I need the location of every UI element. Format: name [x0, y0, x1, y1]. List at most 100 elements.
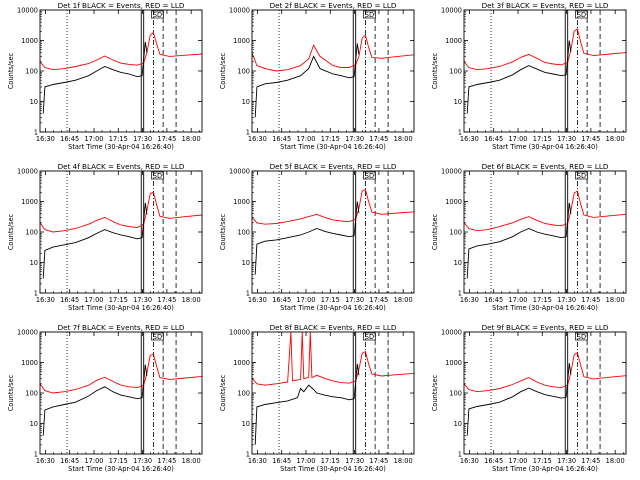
x-tick-label: 17:30: [345, 457, 364, 465]
x-tick-label: 17:00: [508, 296, 527, 304]
x-tick-label: 17:15: [109, 296, 128, 304]
x-tick-label: 17:45: [369, 457, 388, 465]
x-tick-label: 17:00: [296, 457, 315, 465]
x-tick-label: 17:45: [369, 135, 388, 143]
x-tick-label: 17:45: [581, 296, 600, 304]
sd-box-label: SD: [153, 11, 162, 19]
lld-series-line: [39, 353, 203, 394]
x-axis-label: Start Time (30-Apr-04 16:26:40): [68, 304, 174, 312]
y-tick-label: 10: [30, 98, 38, 106]
y-tick-label: 10: [454, 259, 462, 267]
y-tick-label: 1000: [21, 359, 38, 367]
lld-series-line: [463, 190, 627, 232]
x-axis-label: Start Time (30-Apr-04 16:26:40): [492, 304, 598, 312]
y-tick-label: 1: [34, 128, 38, 136]
panel-title: Det 1f BLACK = Events, RED = LLD: [58, 1, 185, 10]
plot-frame: [463, 9, 627, 133]
y-tick-label: 10: [454, 420, 462, 428]
x-tick-label: 16:45: [272, 296, 291, 304]
x-tick-label: 16:30: [36, 296, 55, 304]
y-tick-label: 10: [242, 98, 250, 106]
y-tick-label: 1000: [445, 359, 462, 367]
x-axis-label: Start Time (30-Apr-04 16:26:40): [280, 304, 386, 312]
y-tick-label: 1000: [233, 198, 250, 206]
events-series-line: [466, 202, 572, 279]
x-tick-label: 17:45: [157, 457, 176, 465]
x-tick-label: 17:30: [133, 135, 152, 143]
lld-series-line: [251, 331, 415, 386]
plot-frame: [251, 170, 415, 294]
y-tick-label: 1: [34, 450, 38, 458]
x-tick-label: 17:15: [321, 296, 340, 304]
y-tick-label: 1: [34, 289, 38, 297]
sd-box-label: SD: [577, 333, 586, 341]
events-series-line: [466, 363, 572, 436]
events-series-line: [42, 41, 148, 114]
x-tick-label: 17:15: [533, 457, 552, 465]
x-tick-label: 17:45: [369, 296, 388, 304]
x-tick-label: 16:30: [248, 457, 267, 465]
y-tick-label: 1: [246, 128, 250, 136]
y-tick-label: 10: [454, 98, 462, 106]
plot-frame: [39, 331, 203, 455]
x-tick-label: 17:15: [321, 135, 340, 143]
x-axis-label: Start Time (30-Apr-04 16:26:40): [68, 143, 174, 151]
x-axis-label: Start Time (30-Apr-04 16:26:40): [492, 143, 598, 151]
x-tick-label: 16:30: [248, 296, 267, 304]
x-tick-label: 17:45: [157, 135, 176, 143]
y-tick-label: 1000: [21, 37, 38, 45]
lld-series-line: [251, 188, 415, 225]
events-series-line: [42, 202, 148, 279]
panel-title: Det 8f BLACK = Events, RED = LLD: [270, 323, 397, 332]
events-series-line: [254, 43, 360, 118]
x-tick-label: 16:45: [272, 135, 291, 143]
lld-series-line: [39, 31, 203, 71]
x-tick-label: 16:30: [460, 135, 479, 143]
y-tick-label: 1000: [21, 198, 38, 206]
events-series-line: [42, 364, 148, 436]
x-tick-label: 17:30: [557, 457, 576, 465]
y-tick-label: 10000: [229, 6, 250, 14]
y-tick-label: 10000: [17, 6, 38, 14]
y-tick-label: 1: [458, 450, 462, 458]
y-tick-label: 10000: [441, 328, 462, 336]
x-tick-label: 17:00: [296, 135, 315, 143]
x-tick-label: 17:30: [345, 296, 364, 304]
x-tick-label: 17:30: [133, 296, 152, 304]
x-tick-label: 18:00: [606, 457, 625, 465]
y-tick-label: 10: [242, 259, 250, 267]
x-tick-label: 17:00: [84, 135, 103, 143]
plot-frame: [39, 9, 203, 133]
x-tick-label: 17:45: [157, 296, 176, 304]
events-series-line: [466, 40, 572, 114]
lld-series-line: [463, 28, 627, 71]
x-tick-label: 17:00: [84, 457, 103, 465]
sd-box-label: SD: [153, 172, 162, 180]
sd-box-label: SD: [365, 11, 374, 19]
x-tick-label: 17:45: [581, 457, 600, 465]
y-tick-label: 10: [30, 420, 38, 428]
x-axis-label: Start Time (30-Apr-04 16:26:40): [280, 465, 386, 473]
y-tick-label: 1000: [233, 37, 250, 45]
y-tick-label: 100: [449, 67, 462, 75]
y-axis-label: Counts/sec: [7, 52, 15, 89]
y-tick-label: 10000: [17, 328, 38, 336]
y-tick-label: 100: [237, 228, 250, 236]
y-axis-label: Counts/sec: [431, 213, 439, 250]
sd-box: [575, 171, 588, 180]
y-tick-label: 10000: [229, 167, 250, 175]
plot-frame: [251, 331, 415, 455]
x-tick-label: 16:30: [248, 135, 267, 143]
x-tick-label: 16:45: [60, 135, 79, 143]
x-tick-label: 17:30: [557, 296, 576, 304]
y-axis-label: Counts/sec: [219, 52, 227, 89]
x-tick-label: 17:15: [321, 457, 340, 465]
x-tick-label: 16:45: [272, 457, 291, 465]
lld-series-line: [251, 34, 415, 72]
x-axis-label: Start Time (30-Apr-04 16:26:40): [280, 143, 386, 151]
